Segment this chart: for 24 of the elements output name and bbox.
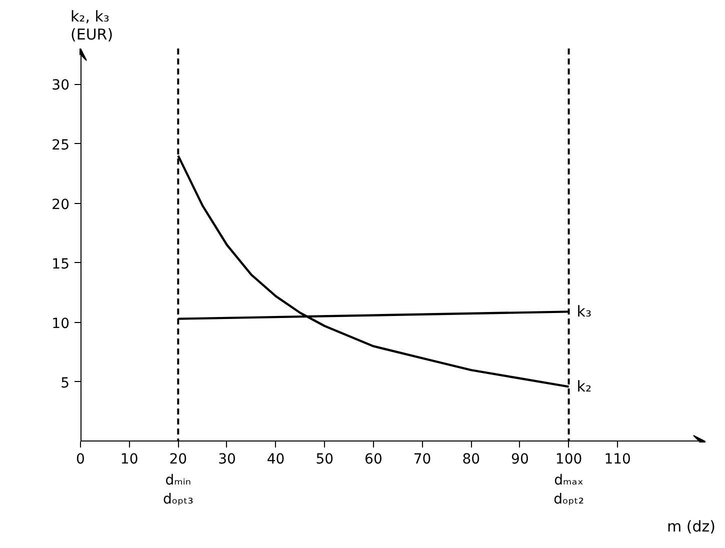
ref-line-label: dₘᵢₙ dₒₚₜ₃ bbox=[162, 472, 194, 508]
ref-line-label: dₘₐₓ dₒₚₜ₂ bbox=[554, 472, 584, 508]
x-tick-label: 50 bbox=[316, 452, 334, 468]
y-tick-label: 10 bbox=[52, 316, 70, 332]
series-label: k₂ bbox=[576, 378, 592, 396]
y-tick-label: 5 bbox=[60, 375, 70, 392]
x-tick-label: 80 bbox=[462, 452, 480, 468]
x-tick-label: 90 bbox=[511, 452, 529, 468]
x-tick-label: 10 bbox=[120, 452, 138, 468]
x-tick-label: 40 bbox=[266, 452, 285, 468]
y-tick-label: 20 bbox=[52, 196, 70, 213]
x-tick-label: 110 bbox=[604, 452, 631, 468]
y-axis-title: k₂, k₃ (EUR) bbox=[70, 8, 114, 44]
x-axis-title: m (dz) bbox=[667, 518, 716, 536]
x-tick-label: 30 bbox=[218, 452, 236, 468]
x-tick-label: 20 bbox=[169, 452, 188, 468]
x-tick-label: 70 bbox=[413, 452, 432, 468]
x-tick-label: 0 bbox=[76, 452, 85, 468]
series-label: k₃ bbox=[576, 302, 592, 321]
y-tick-label: 25 bbox=[52, 137, 70, 154]
x-tick-label: 60 bbox=[364, 452, 382, 468]
x-tick-label: 100 bbox=[555, 452, 582, 468]
y-tick-label: 30 bbox=[52, 78, 70, 94]
y-tick-label: 15 bbox=[52, 256, 70, 272]
